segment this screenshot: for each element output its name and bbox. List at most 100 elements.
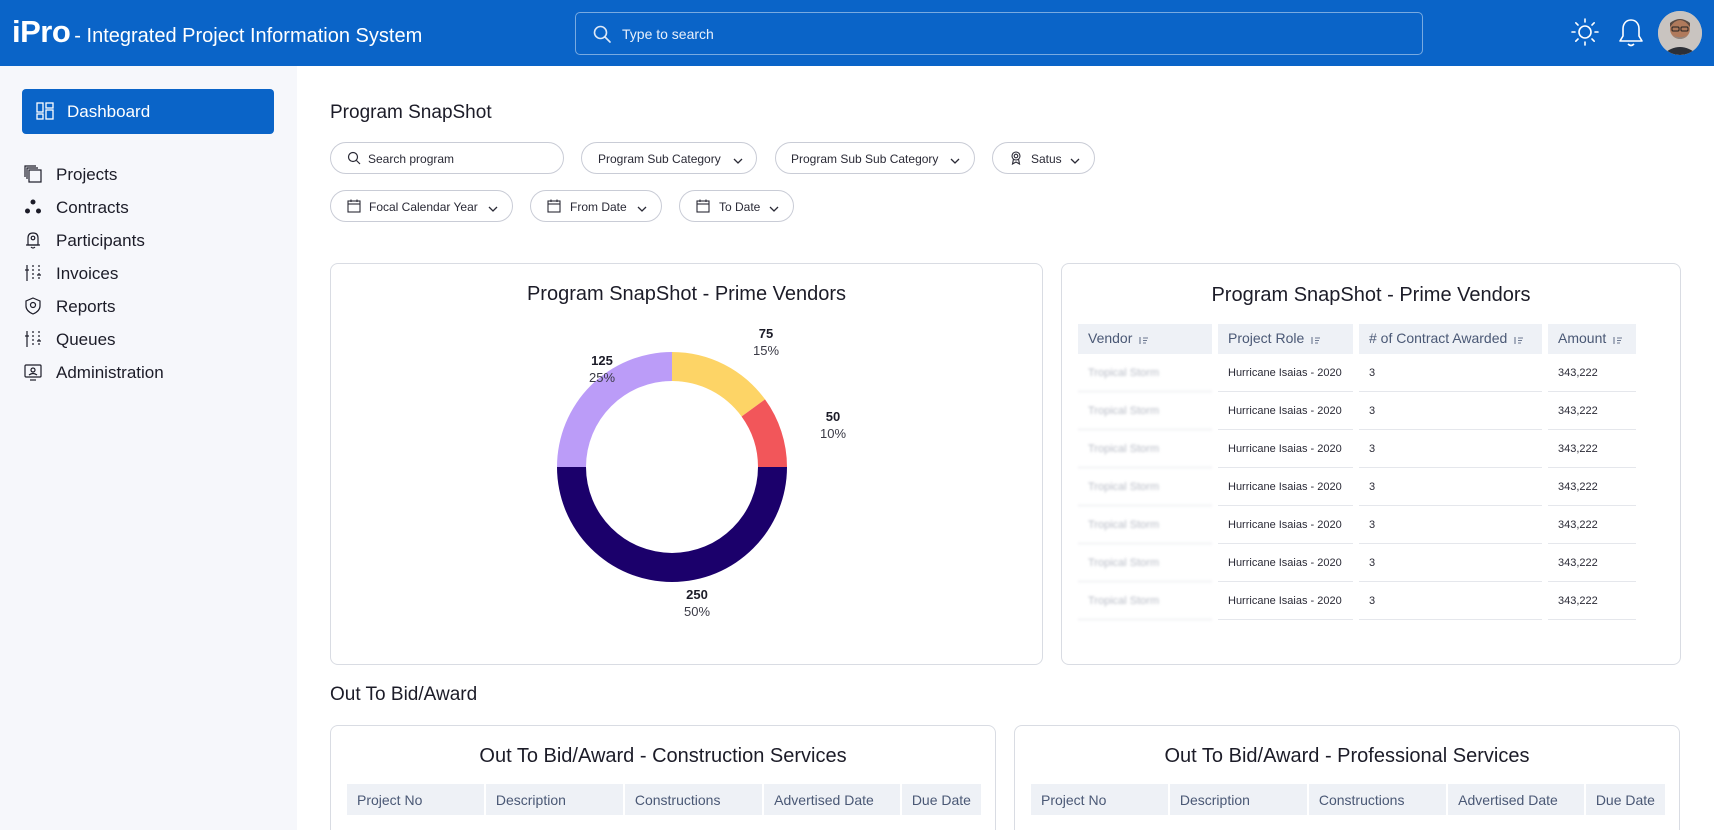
- sidebar-item-label: Queues: [56, 330, 116, 349]
- dropdown-label: Program Sub Category: [598, 152, 721, 166]
- table-row[interactable]: Tropical Storm Hurricane Isaias - 2020 3 34…: [1078, 544, 1636, 582]
- sidebar-item-label: Reports: [56, 297, 116, 316]
- dropdown-label: Focal Calendar Year: [369, 200, 478, 214]
- status-dropdown[interactable]: Satus: [992, 142, 1095, 174]
- column-header-advertised-date[interactable]: Advertised Date: [1448, 784, 1586, 815]
- participants-icon: [24, 231, 42, 254]
- brand[interactable]: iPro - Integrated Project Information Sys…: [12, 14, 422, 50]
- sidebar-item-label: Administration: [56, 363, 164, 382]
- column-header-amount[interactable]: Amount: [1548, 324, 1636, 354]
- table-row[interactable]: Tropical Storm Hurricane Isaias - 2020 3 34…: [1078, 354, 1636, 392]
- donut-data-label: 50 10%: [803, 408, 863, 442]
- column-header-project-role[interactable]: Project Role: [1218, 324, 1353, 354]
- chevron-down-icon: [637, 202, 647, 216]
- donut-slice[interactable]: [741, 399, 787, 467]
- sort-icon[interactable]: [1612, 332, 1623, 348]
- column-header-contracts-awarded[interactable]: # of Contract Awarded: [1359, 324, 1542, 354]
- column-header-label: Project Role: [1228, 330, 1305, 347]
- vendor-cell: Tropical Storm: [1078, 468, 1212, 506]
- donut-slice[interactable]: [557, 352, 672, 467]
- vendor-cell: Tropical Storm: [1078, 430, 1212, 468]
- project-role-cell: Hurricane Isaias - 2020: [1218, 468, 1353, 506]
- construction-services-card: Out To Bid/Award - Construction Services…: [330, 725, 996, 830]
- donut-chart: [557, 352, 787, 582]
- program-sub-category-dropdown[interactable]: Program Sub Category: [581, 142, 757, 174]
- donut-label-value: 50: [825, 409, 841, 424]
- column-header-project-no[interactable]: Project No: [347, 784, 486, 815]
- focal-calendar-year-dropdown[interactable]: Focal Calendar Year: [330, 190, 513, 222]
- donut-label-value: 250: [686, 587, 708, 602]
- global-search-input[interactable]: [622, 23, 1382, 45]
- vendor-cell: Tropical Storm: [1078, 354, 1212, 392]
- donut-slice[interactable]: [557, 467, 787, 582]
- dropdown-label: From Date: [570, 200, 627, 214]
- global-search[interactable]: [575, 12, 1423, 55]
- sidebar-item-projects[interactable]: Projects: [24, 162, 274, 188]
- chevron-down-icon: [733, 154, 743, 168]
- top-header: iPro - Integrated Project Information Sys…: [0, 0, 1714, 66]
- table-row[interactable]: Tropical Storm Hurricane Isaias - 2020 3 34…: [1078, 468, 1636, 506]
- card-title: Program SnapShot - Prime Vendors: [1211, 284, 1531, 306]
- column-header-constructions[interactable]: Constructions: [624, 784, 765, 815]
- table-row[interactable]: Tropical Storm Hurricane Isaias - 2020 3 34…: [1078, 392, 1636, 430]
- bell-icon[interactable]: [1617, 17, 1645, 54]
- vendor-cell: Tropical Storm: [1078, 506, 1212, 544]
- table-header-row: Vendor Project Role # of Contract Awarde…: [1078, 324, 1636, 354]
- search-icon: [592, 24, 612, 49]
- sidebar-item-dashboard[interactable]: Dashboard: [22, 89, 274, 134]
- sort-icon[interactable]: [1138, 332, 1149, 348]
- column-header-constructions[interactable]: Constructions: [1308, 784, 1449, 815]
- table-row[interactable]: Tropical Storm Hurricane Isaias - 2020 3 34…: [1078, 430, 1636, 468]
- contracts-cell: 3: [1359, 354, 1542, 392]
- project-role-cell: Hurricane Isaias - 2020: [1218, 506, 1353, 544]
- program-sub-sub-category-dropdown[interactable]: Program Sub Sub Category: [775, 142, 975, 174]
- amount-cell: 343,222: [1548, 506, 1636, 544]
- column-header-label: Vendor: [1088, 330, 1133, 347]
- donut-label-percent: 15%: [752, 343, 780, 358]
- sidebar-item-queues[interactable]: Queues: [24, 327, 274, 353]
- sun-icon[interactable]: [1570, 17, 1600, 52]
- table-row[interactable]: Tropical Storm Hurricane Isaias - 2020 3 34…: [1078, 582, 1636, 620]
- reports-icon: [24, 297, 42, 320]
- column-header-vendor[interactable]: Vendor: [1078, 324, 1212, 354]
- calendar-icon: [347, 199, 361, 216]
- contracts-cell: 3: [1359, 468, 1542, 506]
- donut-slice[interactable]: [672, 352, 766, 417]
- search-program-input[interactable]: [368, 151, 548, 167]
- from-date-picker[interactable]: From Date: [530, 190, 662, 222]
- sidebar-item-label: Invoices: [56, 264, 119, 283]
- contracts-cell: 3: [1359, 430, 1542, 468]
- column-header-project-no[interactable]: Project No: [1031, 784, 1170, 815]
- card-title: Program SnapShot - Prime Vendors: [526, 283, 847, 305]
- construction-services-table: Project No Description Constructions Adv…: [347, 784, 981, 815]
- donut-label-percent: 10%: [819, 426, 847, 441]
- table-row[interactable]: Tropical Storm Hurricane Isaias - 2020 3 34…: [1078, 506, 1636, 544]
- dropdown-label: Program Sub Sub Category: [791, 152, 939, 166]
- column-header-due-date[interactable]: Due Date: [901, 784, 981, 815]
- sidebar-item-reports[interactable]: Reports: [24, 294, 274, 320]
- sidebar-item-invoices[interactable]: Invoices: [24, 261, 274, 287]
- donut-label-value: 125: [591, 353, 613, 368]
- search-program-field[interactable]: [330, 142, 564, 174]
- contracts-cell: 3: [1359, 582, 1542, 620]
- card-title: Out To Bid/Award - Professional Services: [1164, 745, 1530, 767]
- column-header-description[interactable]: Description: [1169, 784, 1309, 815]
- column-header-label: Amount: [1558, 330, 1607, 347]
- badge-icon: [1009, 151, 1023, 168]
- sidebar-item-administration[interactable]: Administration: [24, 360, 274, 386]
- sidebar-item-contracts[interactable]: Contracts: [24, 195, 274, 221]
- user-avatar[interactable]: [1658, 11, 1702, 55]
- app-logo[interactable]: iPro: [12, 14, 71, 49]
- column-header-description[interactable]: Description: [485, 784, 625, 815]
- sort-icon[interactable]: [1310, 332, 1321, 348]
- vendor-cell: Tropical Storm: [1078, 544, 1212, 582]
- sidebar-item-participants[interactable]: Participants: [24, 228, 274, 254]
- to-date-picker[interactable]: To Date: [679, 190, 794, 222]
- prime-vendors-table: Vendor Project Role # of Contract Awarde…: [1072, 324, 1642, 620]
- column-header-advertised-date[interactable]: Advertised Date: [764, 784, 902, 815]
- professional-services-table: Project No Description Constructions Adv…: [1031, 784, 1665, 815]
- sort-icon[interactable]: [1513, 332, 1524, 348]
- donut-data-label: 250 50%: [667, 586, 727, 620]
- column-header-due-date[interactable]: Due Date: [1585, 784, 1665, 815]
- dropdown-label: Satus: [1031, 152, 1062, 166]
